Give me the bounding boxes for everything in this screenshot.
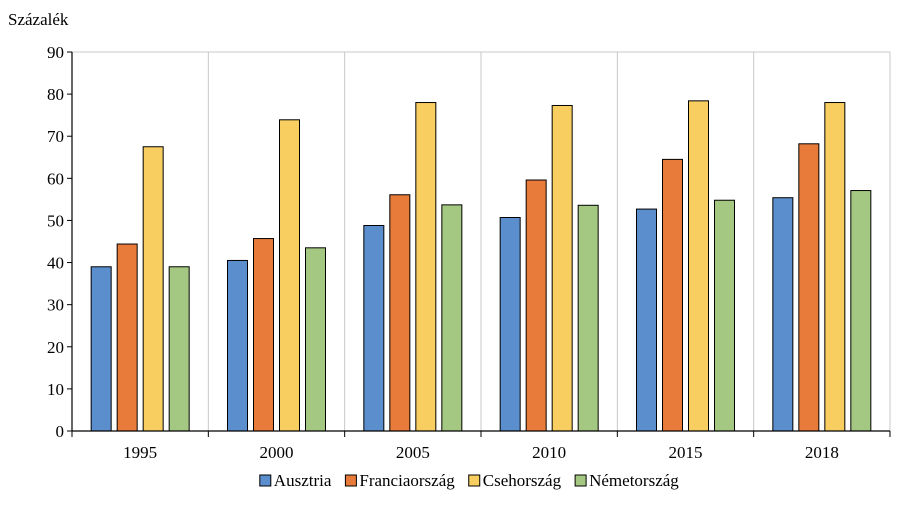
bars [90,100,872,432]
bar-Ausztria-2015 [636,208,657,432]
y-tick-label: 70 [47,127,64,146]
legend-swatch [344,474,357,487]
bar-Németország-2018 [850,190,872,432]
x-tick-label: 2015 [669,443,703,462]
legend-swatch [468,474,481,487]
legend-swatch [574,474,587,487]
y-tick-label: 0 [56,422,65,441]
legend: Ausztria Franciaország Csehország Németorsz… [259,471,679,490]
y-tick-label: 10 [47,380,64,399]
legend-item-Ausztria: Ausztria [259,471,332,490]
bar-Németország-2010 [577,204,599,432]
bar-Ausztria-2005 [363,224,385,432]
y-axis-label: Százalék [8,10,69,29]
bar-Csehország-2018 [824,102,846,432]
legend-label: Csehország [483,471,562,490]
bar-Franciaország-2015 [662,158,683,432]
bar-Németország-2005 [441,204,463,432]
bar-Ausztria-2000 [227,259,248,432]
bar-Franciaország-2000 [253,238,274,432]
legend-item-Németország: Németország [574,471,679,490]
y-tick-label: 50 [47,211,64,230]
bar-Csehország-2000 [279,119,300,432]
bar-Németország-2015 [714,199,735,432]
bar-Csehország-1995 [142,146,164,432]
bar-Csehország-2005 [415,102,437,432]
x-tick-label: 2018 [805,443,839,462]
bar-Franciaország-1995 [116,243,138,432]
y-tick-label: 30 [47,296,64,315]
grid [71,51,891,432]
legend-item-Csehország: Csehország [468,471,562,490]
bar-Ausztria-2010 [499,216,521,432]
bar-Franciaország-2005 [389,194,411,432]
bar-Németország-1995 [168,266,190,432]
bar-Csehország-2010 [551,104,573,432]
y-tick-label: 80 [47,85,64,104]
bar-Franciaország-2010 [525,179,547,432]
y-tick-label: 90 [47,43,64,62]
y-tick-label: 60 [47,169,64,188]
legend-label: Németország [589,471,679,490]
bar-Ausztria-1995 [90,266,112,432]
bar-Németország-2000 [305,247,326,432]
y-tick-label: 20 [47,338,64,357]
x-tick-label: 2010 [532,443,566,462]
y-tick-label: 40 [47,254,64,273]
bar-Franciaország-2018 [798,143,820,432]
legend-label: Ausztria [274,471,332,490]
legend-swatch [259,474,272,487]
legend-item-Franciaország: Franciaország [344,471,455,490]
legend-label: Franciaország [359,471,455,490]
x-tick-label: 1995 [123,443,157,462]
x-tick-label: 2005 [396,443,430,462]
x-tick-label: 2000 [260,443,294,462]
bar-Ausztria-2018 [772,197,794,432]
axes: 0 10 20 30 40 50 60 70 80 90 1995 2000 2005 2010 2015 2… [47,43,891,462]
bar-Csehország-2015 [688,100,709,432]
